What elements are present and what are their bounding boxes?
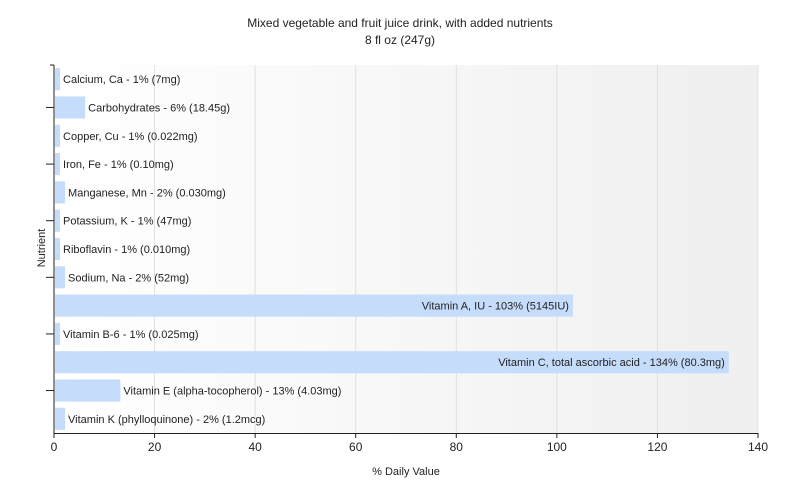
y-axis-label: Nutrient xyxy=(36,228,48,268)
bar xyxy=(55,294,573,317)
bar-label: Sodium, Na - 2% (52mg) xyxy=(68,272,189,284)
bar xyxy=(55,153,61,176)
bar-label: Riboflavin - 1% (0.010mg) xyxy=(63,244,190,256)
bar xyxy=(55,379,121,402)
bar-label: Vitamin C, total ascorbic acid - 134% (8… xyxy=(498,357,725,369)
x-tick-label: 0 xyxy=(51,440,58,454)
bar-label: Copper, Cu - 1% (0.022mg) xyxy=(63,131,198,143)
x-axis-label: % Daily Value xyxy=(372,466,440,478)
x-tick-label: 120 xyxy=(647,440,667,454)
bar-label: Manganese, Mn - 2% (0.030mg) xyxy=(68,187,226,199)
bar-label: Vitamin B-6 - 1% (0.025mg) xyxy=(63,329,199,341)
bar xyxy=(55,351,729,374)
bar xyxy=(55,181,66,204)
x-tick-label: 20 xyxy=(148,440,162,454)
bar xyxy=(55,68,61,91)
bar xyxy=(55,322,61,345)
x-tick-label: 40 xyxy=(248,440,262,454)
x-tick-label: 140 xyxy=(748,440,768,454)
bar-label: Carbohydrates - 6% (18.45g) xyxy=(88,102,230,114)
bar-label: Vitamin K (phylloquinone) - 2% (1.2mcg) xyxy=(68,414,265,426)
bar-label: Calcium, Ca - 1% (7mg) xyxy=(63,74,180,86)
bar xyxy=(55,266,66,289)
bar xyxy=(55,209,61,232)
x-tick-label: 80 xyxy=(450,440,464,454)
chart-subtitle: 8 fl oz (247g) xyxy=(364,33,436,47)
bar-label: Vitamin A, IU - 103% (5145IU) xyxy=(422,301,569,313)
bar-label: Potassium, K - 1% (47mg) xyxy=(63,216,191,228)
bar xyxy=(55,407,66,430)
x-tick-label: 100 xyxy=(547,440,567,454)
bar-label: Vitamin E (alpha-tocopherol) - 13% (4.03… xyxy=(123,386,341,398)
bar xyxy=(55,237,61,261)
bar-label: Iron, Fe - 1% (0.10mg) xyxy=(63,159,174,171)
x-tick-label: 60 xyxy=(349,440,363,454)
chart-title: Mixed vegetable and fruit juice drink, w… xyxy=(247,16,553,30)
bar xyxy=(55,96,86,119)
bar xyxy=(55,124,61,147)
